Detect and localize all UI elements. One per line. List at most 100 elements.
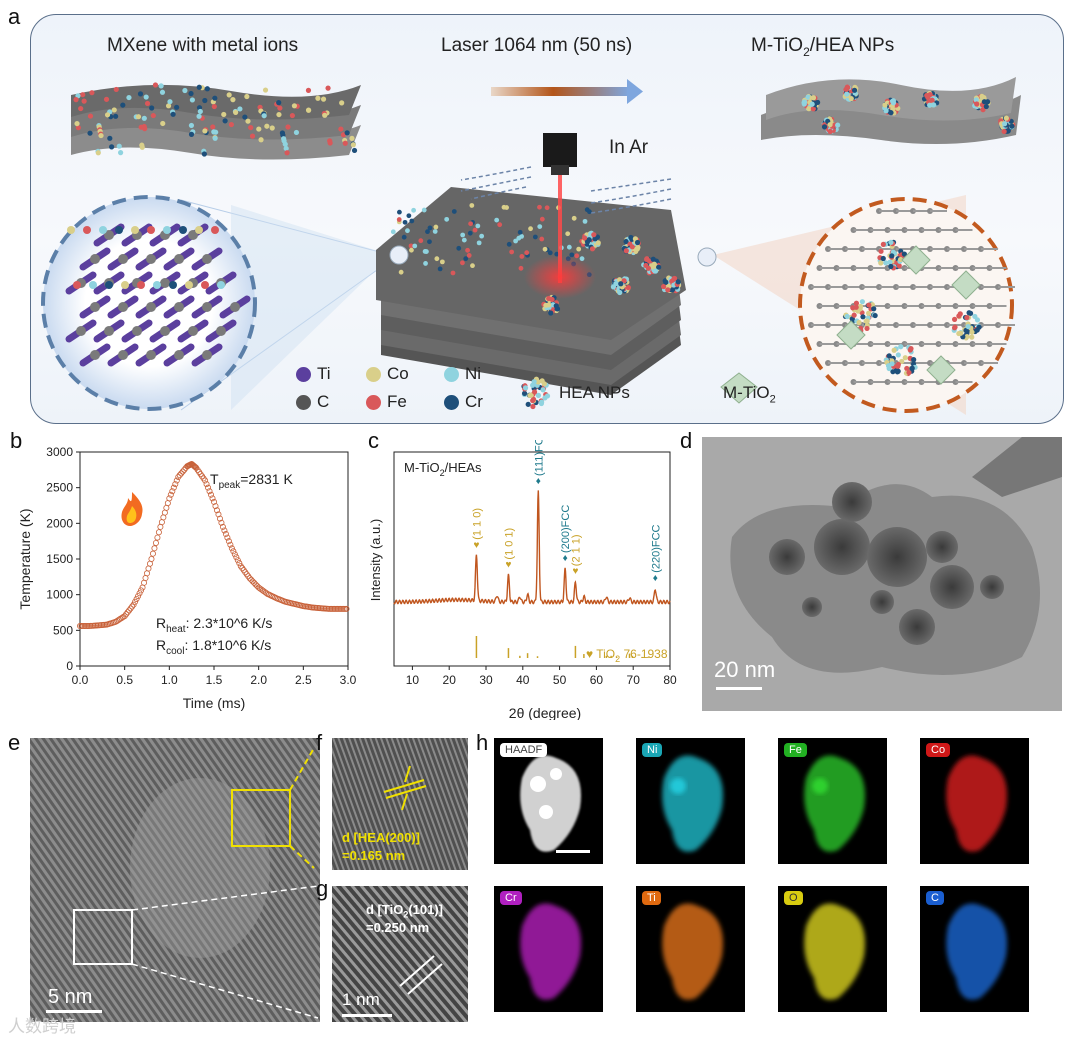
temperature-point (251, 579, 258, 586)
ion-dot (211, 103, 217, 110)
np-atom (669, 287, 676, 293)
temperature-point (148, 556, 155, 563)
legend-co-dot (366, 367, 381, 382)
panel-f-hrtem: d [HEA(200)] =0.165 nm (332, 738, 468, 870)
np-atom (906, 369, 912, 376)
tio2-octahedron (901, 245, 931, 275)
ion-dot (258, 137, 264, 143)
ion-dot (202, 128, 208, 134)
np-atom (888, 239, 894, 245)
np-atom (974, 101, 980, 107)
chart-b-yticks: 0 500 1000 1500 2000 2500 3000 (46, 445, 80, 673)
np-atom (951, 316, 958, 322)
ion-dot (408, 243, 414, 249)
ion-dot (450, 270, 456, 276)
np-atom (872, 312, 878, 319)
ion-dot (513, 238, 519, 244)
ion-dot (444, 216, 450, 222)
np-atom (866, 302, 872, 308)
temperature-point (136, 590, 143, 597)
np-atom (853, 304, 859, 310)
np-atom (888, 110, 894, 116)
surface-ion (163, 226, 171, 234)
surface-ion (201, 281, 209, 289)
chart-c-reference-lines (475, 636, 658, 658)
ion-dot (160, 120, 166, 127)
temperature-point (170, 484, 177, 491)
np-atom (589, 246, 596, 252)
chart-b-peak: Tpeak=2831 K (210, 471, 293, 491)
legend-fe-dot (366, 395, 381, 410)
np-atom (899, 358, 905, 365)
ion-dot (289, 112, 295, 119)
x-tick-label: 2.5 (295, 673, 312, 687)
ion-dot (228, 121, 234, 128)
ion-dot (463, 256, 469, 262)
ion-dot (80, 92, 86, 98)
ion-dot (87, 130, 93, 136)
eds-map-label: Fe (784, 743, 807, 757)
panel-label-g: g (316, 876, 329, 901)
temperature-point (167, 491, 174, 498)
x-tick-label: 3.0 (340, 673, 357, 687)
np-atom (969, 329, 975, 335)
x-tick-label: 10 (406, 673, 420, 687)
title-mxene: MXene with metal ions (107, 35, 299, 56)
chart-c-xlabel: 2θ (degree) (509, 705, 581, 720)
x-tick-label: 0.0 (72, 673, 89, 687)
ion-dot (158, 83, 164, 89)
process-arrow (491, 79, 643, 104)
np-atom (925, 94, 931, 101)
ion-dot (584, 207, 590, 213)
legend-co: Co (387, 364, 409, 383)
c-atom (104, 230, 114, 240)
ion-dot (150, 112, 156, 119)
ion-dot (226, 92, 232, 98)
np-atom (890, 369, 896, 375)
ion-dot (95, 150, 101, 156)
panel-e-scalebar (46, 1010, 102, 1013)
eds-map-label: HAADF (500, 743, 548, 757)
np-atom (853, 300, 860, 306)
eds-map-label: Co (926, 743, 951, 757)
np-atom (901, 251, 908, 257)
np-atom (983, 103, 989, 110)
chart-b-rcool: Rcool: 1.8*10^6 K/s (156, 637, 271, 657)
np-atom (675, 279, 681, 285)
c-atom (188, 326, 198, 336)
peak-marker: ♦ (653, 573, 658, 584)
temperature-point (155, 529, 162, 536)
x-tick-label: 0.5 (116, 673, 133, 687)
zoom-origin-right (697, 247, 717, 267)
ion-dot (196, 113, 202, 119)
np-atom (610, 284, 617, 290)
ion-dot (75, 125, 81, 131)
c-atom (118, 302, 128, 312)
np-atom (591, 232, 597, 238)
temperature-point (181, 466, 188, 473)
eds-map-fe: Fe (778, 738, 887, 864)
chart-c-annotations: ♥(1 1 0)♥(1 0 1)♦(111)FCC♦(200)FCC♥(2 1 … (471, 440, 662, 584)
chart-b-ylabel: Temperature (K) (17, 508, 33, 609)
ion-dot (170, 111, 176, 117)
y-tick-label: 1500 (46, 552, 73, 566)
ion-dot (261, 113, 267, 119)
np-atom (863, 318, 869, 324)
eds-map-c: C (920, 886, 1029, 1012)
np-atom (956, 313, 962, 319)
c-atom (160, 326, 170, 336)
temperature-point (224, 534, 231, 541)
eds-map-ti: Ti (636, 886, 745, 1012)
c-atom (202, 302, 212, 312)
ion-dot (221, 111, 227, 118)
ion-dot (433, 224, 439, 230)
c-atom (118, 254, 128, 264)
surface-ion (153, 281, 161, 289)
x-tick-label: 1.0 (161, 673, 178, 687)
temperature-point (219, 523, 226, 530)
ion-dot (437, 266, 443, 272)
watermark: 人数跨境 (8, 1017, 76, 1036)
ion-dot (524, 250, 530, 256)
ion-dot (322, 112, 328, 118)
ion-dot (472, 227, 478, 233)
